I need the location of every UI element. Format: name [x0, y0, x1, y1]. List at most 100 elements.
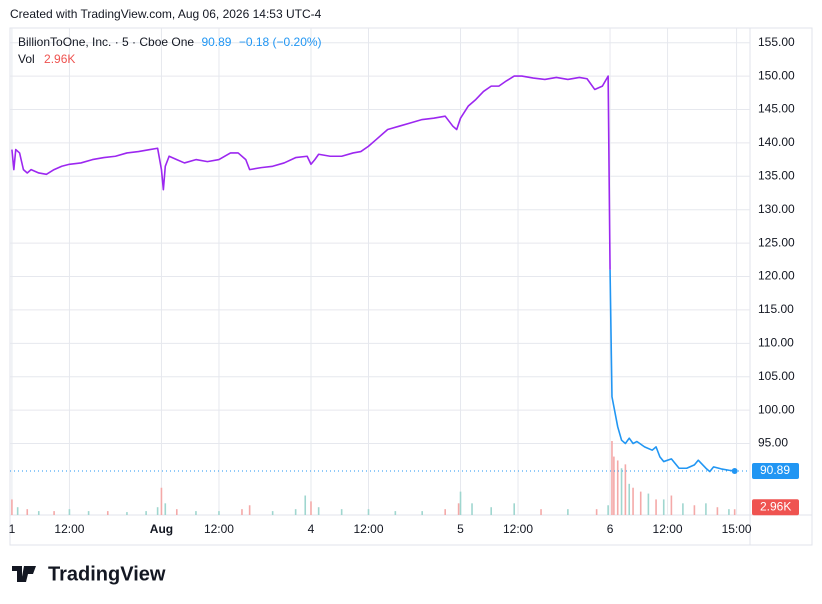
volume-bar — [11, 499, 13, 515]
labels: 95.00 100.00 105.00 110.00 115.00 120.00 125.0… — [9, 35, 799, 536]
volume-bar — [394, 511, 397, 515]
y-tick-label: 140.00 — [758, 135, 795, 149]
volume-bar — [26, 509, 29, 515]
volume-bar — [716, 507, 719, 515]
volume-bar — [620, 468, 623, 515]
volume-bar — [294, 509, 297, 515]
y-tick-label: 125.00 — [758, 235, 795, 249]
change: −0.18 (−0.20%) — [239, 35, 322, 49]
y-tick-label: 155.00 — [758, 35, 795, 49]
y-tick-label: 115.00 — [758, 302, 794, 316]
volume-bar — [459, 491, 462, 515]
volume-bar — [271, 511, 274, 515]
volume-bar — [164, 503, 167, 515]
volume-bar — [733, 509, 736, 515]
volume-bar — [53, 511, 55, 515]
volume-bar — [639, 491, 642, 515]
volume-bar — [595, 509, 598, 515]
volume-tag — [752, 499, 799, 516]
volume-bar — [728, 509, 730, 515]
volume-bar — [693, 505, 696, 515]
volume-bar — [126, 512, 128, 515]
volume-bar — [662, 499, 665, 515]
volume-bar — [613, 456, 615, 515]
x-tick-label: 1 — [9, 522, 16, 536]
y-tick-label: 130.00 — [758, 202, 795, 216]
y-tick-label: 145.00 — [758, 102, 795, 116]
y-tick-label: 120.00 — [758, 269, 795, 283]
volume-bar — [628, 483, 631, 515]
volume-bar — [248, 505, 251, 515]
volume-bar — [317, 507, 320, 515]
volume-bar — [87, 511, 90, 515]
x-tick-label: 5 — [457, 522, 464, 536]
x-tick-label: Aug — [150, 522, 173, 536]
price-line — [11, 75, 611, 270]
volume-bar — [160, 487, 163, 515]
y-tick-label: 105.00 — [758, 369, 795, 383]
volume-bar — [218, 511, 220, 515]
volume-bar — [513, 503, 515, 515]
x-tick-label: 12:00 — [353, 522, 383, 536]
volume-bar — [37, 511, 40, 515]
volume-bar — [68, 509, 71, 515]
volume-bar — [145, 511, 147, 515]
y-tick-label: 100.00 — [758, 402, 795, 416]
logo-text: TradingView — [48, 563, 166, 585]
volume-bar — [632, 487, 634, 515]
x-tick-label: 12:00 — [204, 522, 234, 536]
volume-bar — [471, 503, 473, 515]
volume-bar — [367, 509, 370, 515]
symbol: BillionToOne, Inc. · 5 · Cboe One — [18, 35, 194, 49]
volume-bar — [624, 464, 627, 515]
volume-bar — [304, 495, 307, 515]
y-tick-label: 150.00 — [758, 68, 795, 82]
volume-tag-text: 2.96K — [760, 499, 791, 513]
y-tick-label: 110.00 — [758, 335, 794, 349]
volume-last: 2.96K — [44, 52, 75, 66]
volume-bar — [540, 509, 542, 515]
volume-bar — [195, 511, 197, 515]
volume-bar — [607, 505, 609, 515]
logo: TradingView — [12, 563, 166, 585]
volume-bar — [340, 509, 343, 515]
volume-bar — [567, 509, 569, 515]
volume-bar — [444, 509, 446, 515]
lines — [10, 75, 750, 474]
volume-bar — [682, 503, 684, 515]
volume-bar — [421, 511, 423, 515]
chart-frame — [9, 27, 813, 546]
volume-title: Vol — [18, 52, 35, 66]
volume-bar — [310, 501, 312, 515]
grid — [10, 28, 750, 515]
price-tag — [752, 462, 799, 479]
price-line — [609, 269, 735, 473]
last-point — [731, 467, 738, 474]
logo-mark — [12, 566, 36, 582]
x-tick-label: 6 — [607, 522, 614, 536]
legend-line: BillionToOne, Inc. · 5 · Cboe One 90.89 … — [18, 35, 322, 49]
volume-bar — [670, 495, 673, 515]
volume-bar — [611, 440, 613, 515]
header: Created with TradingView.com, Aug 06, 20… — [10, 7, 322, 21]
volume — [11, 440, 736, 515]
y-tick-label: 135.00 — [758, 168, 795, 182]
x-tick-label: 12:00 — [653, 522, 683, 536]
volume-bar — [457, 503, 460, 515]
x-tick-label: 4 — [308, 522, 315, 536]
volume-legend: Vol 2.96K — [18, 52, 75, 66]
volume-bar — [490, 507, 492, 515]
volume-bar — [705, 503, 707, 515]
volume-bar — [241, 509, 243, 515]
x-tick-label: 12:00 — [54, 522, 84, 536]
volume-bar — [647, 493, 650, 515]
volume-bar — [616, 460, 619, 515]
volume-bar — [655, 499, 657, 515]
x-tick-label: 12:00 — [503, 522, 533, 536]
y-tick-label: 95.00 — [758, 436, 788, 450]
volume-bar — [156, 507, 159, 515]
volume-bar — [175, 509, 178, 515]
volume-bar — [16, 507, 19, 515]
